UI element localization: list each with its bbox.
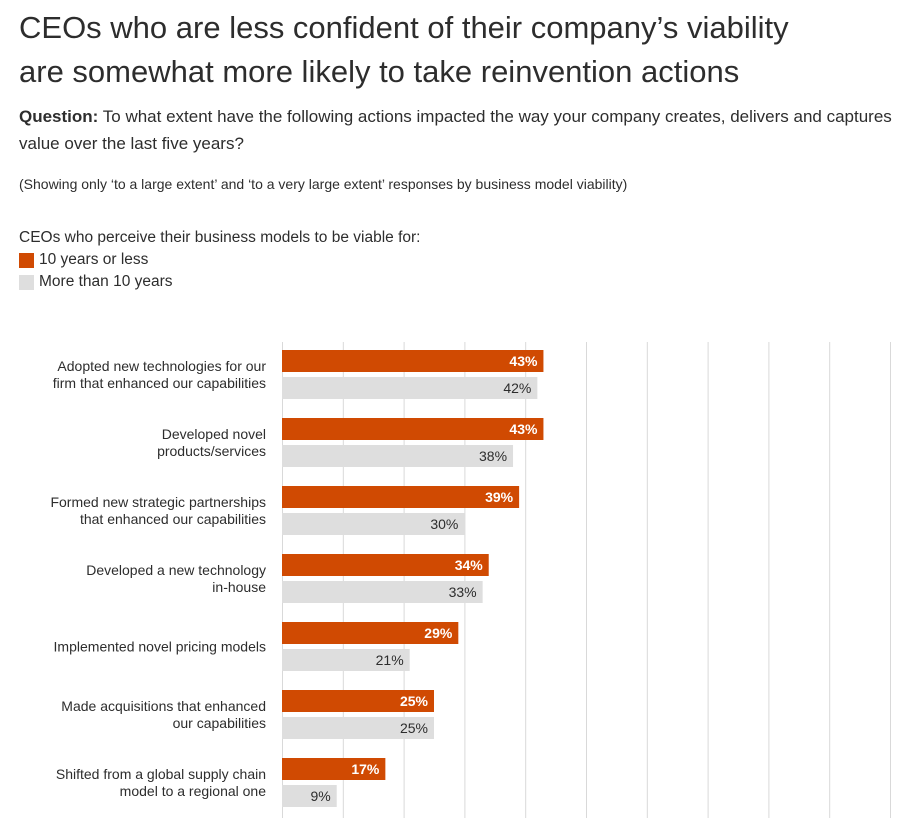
legend-label-series-1: 10 years or less — [39, 251, 149, 268]
question-text: To what extent have the following action… — [19, 107, 892, 153]
legend-item-series-2: More than 10 years — [19, 271, 420, 293]
legend-swatch-series-1 — [19, 252, 34, 268]
chart-legend: CEOs who perceive their business models … — [19, 227, 420, 293]
legend-swatch-series-2 — [19, 274, 34, 290]
data-label-series-1-1: 43% — [509, 353, 538, 369]
bar-series-1-3 — [282, 486, 520, 508]
survey-question: Question: To what extent have the follow… — [19, 103, 899, 157]
category-label-6-line-1: Made acquisitions that enhanced — [61, 698, 266, 714]
category-label-2-line-1: Developed novel — [162, 426, 266, 442]
category-label-1-line-1: Adopted new technologies for our — [57, 358, 266, 374]
bar-series-2-1 — [282, 377, 538, 399]
category-label-4-line-1: Developed a new technology — [86, 562, 266, 578]
bar-series-2-4 — [282, 581, 483, 603]
category-label-6-line-2: our capabilities — [173, 715, 266, 731]
category-label-7-line-2: model to a regional one — [120, 783, 267, 799]
category-label-3-line-1: Formed new strategic partnerships — [50, 494, 266, 510]
data-label-series-1-7: 17% — [351, 761, 380, 777]
legend-label-series-2: More than 10 years — [39, 273, 173, 290]
bar-series-1-7 — [282, 758, 386, 780]
data-label-series-1-6: 25% — [400, 693, 429, 709]
question-label: Question: — [19, 107, 99, 126]
bar-series-1-1 — [282, 350, 544, 372]
bar-series-1-4 — [282, 554, 489, 576]
bar-series-2-6 — [282, 717, 434, 739]
data-label-series-1-5: 29% — [424, 625, 453, 641]
category-label-4-line-2: in-house — [212, 579, 266, 595]
category-label-7-line-1: Shifted from a global supply chain — [56, 766, 266, 782]
bar-series-1-2 — [282, 418, 544, 440]
bar-series-1-5 — [282, 622, 459, 644]
bar-series-2-3 — [282, 513, 465, 535]
bar-series-2-5 — [282, 649, 410, 671]
data-label-series-2-5: 21% — [376, 652, 404, 668]
bar-series-2-7 — [282, 785, 337, 807]
chart-title-line-1: CEOs who are less confident of their com… — [19, 10, 789, 45]
data-label-series-1-2: 43% — [509, 421, 538, 437]
chart-title: CEOs who are less confident of their com… — [19, 6, 899, 94]
chart-note: (Showing only ‘to a large extent’ and ‘t… — [19, 176, 628, 192]
data-label-series-2-1: 42% — [503, 380, 531, 396]
legend-item-series-1: 10 years or less — [19, 249, 420, 271]
data-label-series-2-2: 38% — [479, 448, 507, 464]
data-label-series-2-4: 33% — [449, 584, 477, 600]
category-label-5-line-1: Implemented novel pricing models — [54, 639, 266, 655]
chart-title-line-2: are somewhat more likely to take reinven… — [19, 54, 740, 89]
data-label-series-1-3: 39% — [485, 489, 514, 505]
legend-heading: CEOs who perceive their business models … — [19, 229, 421, 246]
category-label-1-line-2: firm that enhanced our capabilities — [53, 375, 266, 391]
data-label-series-2-3: 30% — [430, 516, 458, 532]
data-label-series-2-7: 9% — [310, 788, 330, 804]
data-label-series-2-6: 25% — [400, 720, 428, 736]
bar-series-1-6 — [282, 690, 434, 712]
category-label-3-line-2: that enhanced our capabilities — [80, 511, 266, 527]
data-label-series-1-4: 34% — [455, 557, 484, 573]
bar-series-2-2 — [282, 445, 514, 467]
category-label-2-line-2: products/services — [157, 443, 266, 459]
